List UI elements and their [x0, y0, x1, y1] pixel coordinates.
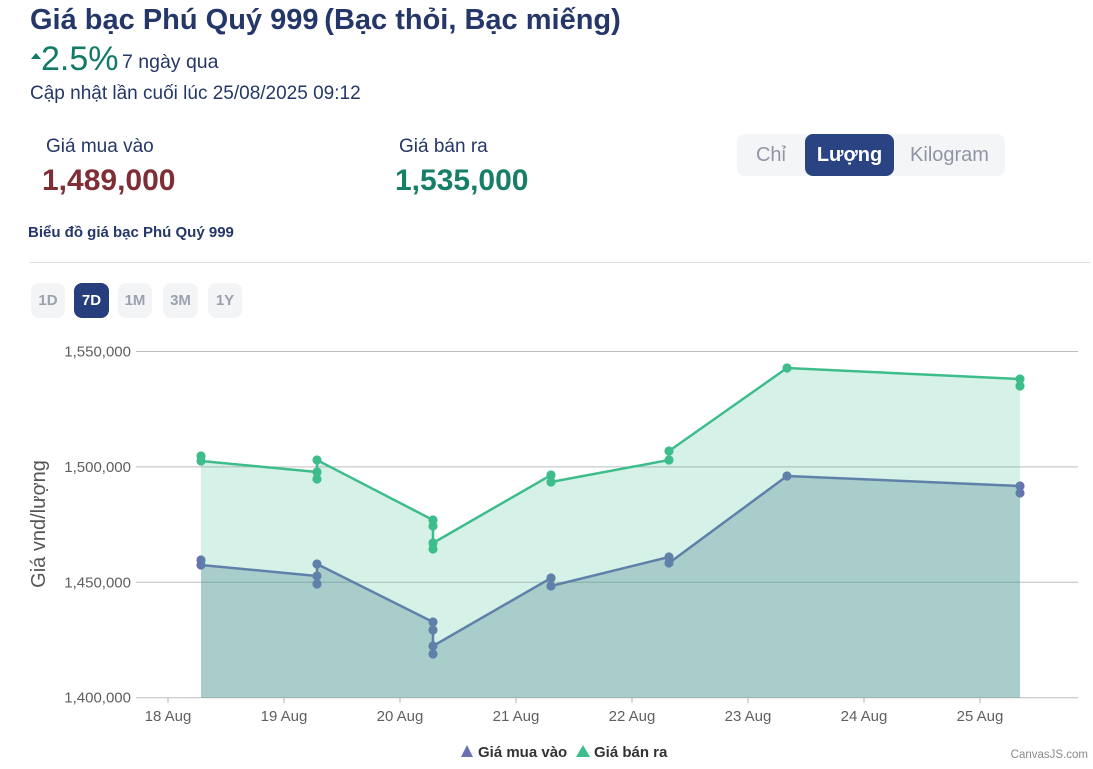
svg-text:1,550,000: 1,550,000 — [64, 344, 131, 361]
svg-text:1,500,000: 1,500,000 — [64, 459, 131, 476]
svg-text:21 Aug: 21 Aug — [493, 708, 540, 725]
svg-text:20 Aug: 20 Aug — [377, 708, 424, 725]
svg-text:22 Aug: 22 Aug — [609, 708, 656, 725]
svg-text:19 Aug: 19 Aug — [261, 708, 308, 725]
svg-text:24 Aug: 24 Aug — [841, 708, 888, 725]
svg-text:CanvasJS.com: CanvasJS.com — [1011, 749, 1088, 761]
svg-text:25 Aug: 25 Aug — [957, 708, 1004, 725]
svg-text:Giá mua vào: Giá mua vào — [478, 744, 567, 761]
svg-text:1,450,000: 1,450,000 — [64, 574, 131, 591]
svg-text:18 Aug: 18 Aug — [145, 708, 192, 725]
svg-text:Giá bán ra: Giá bán ra — [594, 744, 668, 761]
svg-text:1,400,000: 1,400,000 — [64, 690, 131, 707]
svg-text:Giá vnd/lượng: Giá vnd/lượng — [28, 460, 50, 588]
svg-text:23 Aug: 23 Aug — [725, 708, 772, 725]
